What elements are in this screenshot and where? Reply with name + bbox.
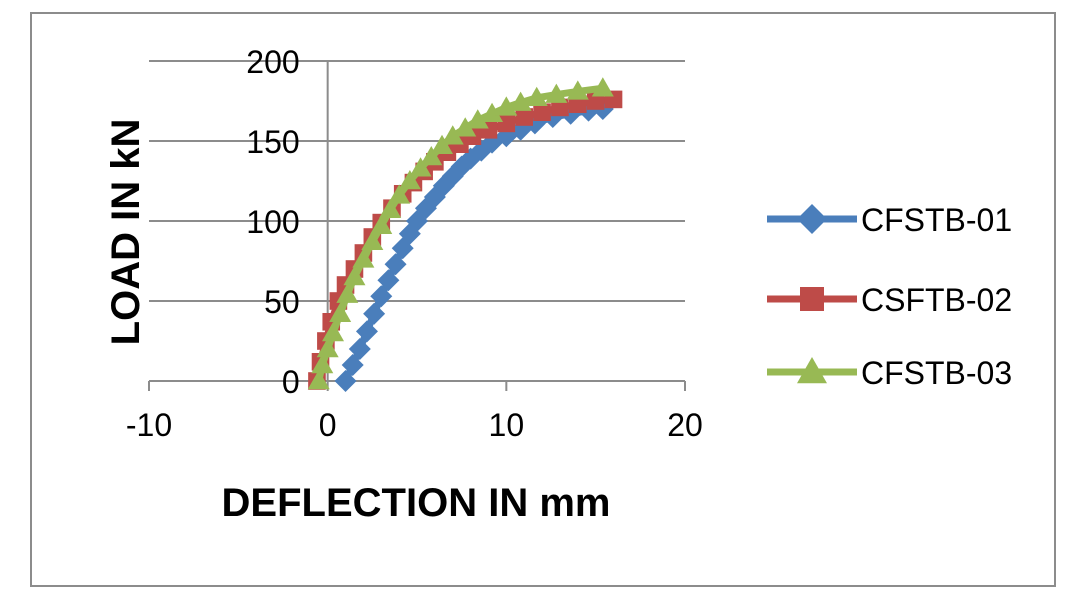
x-tick-label: 0 (319, 407, 337, 443)
x-tick-label: 20 (667, 407, 703, 443)
data-point (566, 80, 589, 100)
data-point (355, 320, 378, 343)
data-point (441, 125, 464, 145)
data-point (336, 283, 359, 303)
data-point (348, 338, 371, 360)
legend-label: CSFTB-02 (861, 282, 1012, 318)
legend-marker (797, 204, 827, 234)
data-point (497, 114, 516, 133)
data-point (329, 302, 352, 323)
data-point (398, 170, 421, 190)
data-point (466, 109, 489, 129)
x-axis-title: DEFLECTION IN mm (222, 481, 611, 525)
data-point (515, 108, 533, 126)
legend-label: CFSTB-03 (861, 355, 1012, 391)
data-point (370, 214, 393, 235)
chart-frame: -10 0 10 20 0 50 100 150 200 DEFLECTION IN mm LO… (30, 12, 1056, 587)
data-point (525, 86, 548, 107)
data-point (343, 266, 366, 286)
data-point (370, 285, 393, 308)
data-point (334, 370, 357, 392)
data-point (591, 77, 614, 97)
y-tick-label: 50 (264, 284, 300, 320)
series-plot-area (307, 77, 623, 392)
legend-label: CFSTB-01 (861, 202, 1012, 238)
data-point (388, 184, 411, 204)
gridlines (149, 60, 685, 302)
legend-marker (800, 287, 824, 311)
data-point (341, 354, 364, 376)
y-tick-label: 150 (246, 124, 299, 160)
data-point (586, 92, 605, 110)
data-point (409, 157, 432, 177)
data-point (311, 354, 334, 374)
data-point (551, 98, 569, 117)
data-point (545, 83, 568, 103)
data-point (481, 102, 504, 123)
data-point (316, 338, 339, 358)
x-tick-label: 10 (489, 407, 525, 443)
y-axis-title: LOAD IN kN (104, 119, 148, 346)
legend-marker (797, 357, 827, 384)
data-point (454, 117, 477, 137)
legend: CFSTB-01 CSFTB-02 CFSTB-03 (767, 202, 1012, 391)
data-point (533, 103, 551, 121)
legend-item-CFSTB-03: CFSTB-03 (767, 355, 1012, 391)
data-point (377, 269, 400, 292)
data-point (322, 322, 345, 342)
data-point (307, 370, 330, 390)
data-point (569, 95, 587, 113)
legend-item-CFSTB-01: CFSTB-01 (767, 202, 1012, 238)
y-tick-label: 100 (246, 204, 299, 240)
data-point (420, 146, 443, 166)
data-point (363, 302, 386, 325)
data-point (384, 253, 407, 276)
legend-item-CSFTB-02: CSFTB-02 (767, 282, 1012, 318)
y-tick-label: 0 (282, 364, 300, 400)
data-point (361, 230, 384, 251)
series-CFSTB-03 (307, 77, 614, 390)
data-point (379, 198, 402, 219)
data-point (352, 248, 375, 268)
y-tick-label: 200 (246, 44, 299, 80)
x-tick-label: -10 (126, 407, 172, 443)
